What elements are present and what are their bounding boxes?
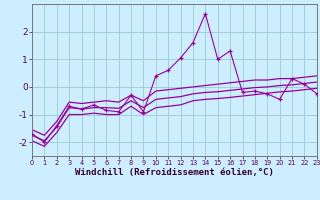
X-axis label: Windchill (Refroidissement éolien,°C): Windchill (Refroidissement éolien,°C) — [75, 168, 274, 177]
